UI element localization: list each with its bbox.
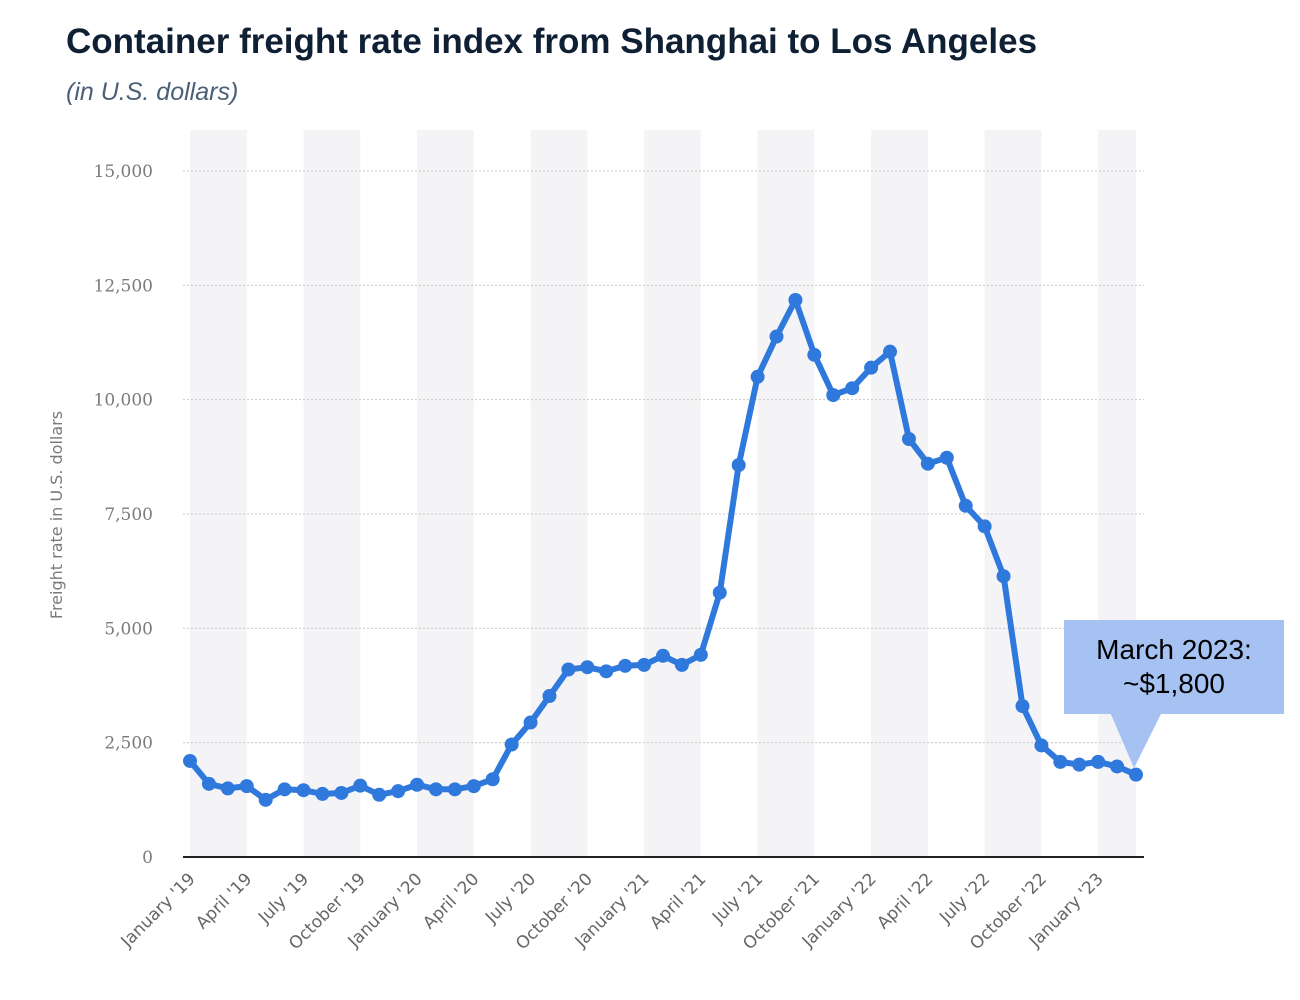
plot-band (303, 130, 361, 857)
x-tick-label: April '20 (419, 869, 483, 933)
data-point[interactable] (788, 292, 803, 307)
x-tick-label: July '22 (935, 869, 994, 928)
data-point[interactable] (618, 658, 633, 673)
data-point[interactable] (296, 783, 311, 798)
plot-band (984, 130, 1042, 857)
callout-pointer (1110, 712, 1162, 768)
data-point[interactable] (1072, 757, 1087, 772)
data-point[interactable] (826, 388, 841, 403)
data-point[interactable] (561, 662, 576, 677)
data-point[interactable] (1015, 699, 1030, 714)
data-point[interactable] (996, 569, 1011, 584)
y-tick-label: 0 (142, 848, 153, 868)
data-point[interactable] (542, 689, 557, 704)
y-tick-label: 12,500 (94, 276, 153, 296)
data-point[interactable] (447, 782, 462, 797)
y-tick-label: 5,000 (104, 619, 153, 639)
y-tick-label: 10,000 (94, 391, 153, 411)
data-point[interactable] (258, 792, 273, 807)
data-point[interactable] (1091, 754, 1106, 769)
plot-band (871, 130, 928, 857)
y-tick-label: 7,500 (104, 505, 153, 525)
plot-band (190, 130, 247, 857)
data-point[interactable] (883, 344, 898, 359)
y-axis-label: Freight rate in U.S. dollars (47, 411, 66, 619)
data-point[interactable] (485, 772, 500, 787)
data-point[interactable] (410, 777, 425, 792)
annotation-line2: ~$1,800 (1123, 668, 1225, 699)
plot-band (644, 130, 701, 857)
x-tick-label: July '20 (481, 869, 540, 928)
data-point[interactable] (637, 657, 652, 672)
data-point[interactable] (1034, 738, 1049, 753)
x-tick-label: April '22 (873, 869, 937, 933)
data-point[interactable] (845, 381, 860, 396)
data-point[interactable] (731, 458, 746, 473)
x-tick-label: January '19 (117, 869, 200, 952)
data-point[interactable] (334, 785, 349, 800)
data-point[interactable] (353, 778, 368, 793)
x-tick-label: July '21 (708, 869, 767, 928)
data-point[interactable] (466, 779, 481, 794)
y-axis-ticks: 0 2,500 5,000 7,500 10,000 12,500 15,000 (94, 162, 153, 868)
data-point[interactable] (201, 776, 216, 791)
chart-title: Container freight rate index from Shangh… (66, 22, 1038, 61)
chart-subtitle: (in U.S. dollars) (66, 78, 239, 106)
gridlines (183, 170, 1144, 858)
data-point[interactable] (807, 347, 822, 362)
annotation-callout: March 2023: ~$1,800 (1064, 620, 1284, 714)
data-point[interactable] (523, 715, 538, 730)
data-point[interactable] (977, 519, 992, 534)
data-point[interactable] (315, 786, 330, 801)
series-line (183, 292, 1143, 807)
data-point[interactable] (183, 753, 197, 768)
data-point[interactable] (920, 456, 935, 471)
data-point[interactable] (372, 787, 387, 802)
data-point[interactable] (864, 360, 879, 375)
plot-band (757, 130, 815, 857)
data-point[interactable] (712, 585, 727, 600)
data-point[interactable] (674, 657, 689, 672)
data-point[interactable] (750, 369, 765, 384)
data-point[interactable] (504, 737, 519, 752)
plot-band (417, 130, 474, 857)
plot-band (530, 130, 588, 857)
data-point[interactable] (693, 647, 708, 662)
x-tick-label: July '19 (254, 869, 313, 928)
data-point[interactable] (428, 782, 443, 797)
data-point[interactable] (958, 498, 973, 513)
x-tick-label: April '21 (646, 869, 710, 933)
y-tick-label: 2,500 (104, 734, 153, 754)
x-tick-label: April '19 (192, 869, 256, 933)
data-point[interactable] (391, 784, 406, 799)
data-point[interactable] (1053, 754, 1068, 769)
data-point[interactable] (1110, 759, 1125, 774)
data-point[interactable] (277, 782, 292, 797)
data-point[interactable] (656, 648, 670, 663)
plot-bands (190, 130, 1136, 857)
data-point[interactable] (239, 779, 254, 794)
data-point[interactable] (769, 329, 784, 344)
data-point[interactable] (901, 431, 916, 446)
data-point[interactable] (220, 781, 235, 796)
annotation-line1: March 2023: (1096, 634, 1252, 665)
y-tick-label: 15,000 (94, 162, 153, 182)
data-point[interactable] (939, 450, 954, 465)
data-point[interactable] (1129, 767, 1143, 782)
data-point[interactable] (599, 664, 614, 679)
data-point[interactable] (580, 660, 595, 675)
